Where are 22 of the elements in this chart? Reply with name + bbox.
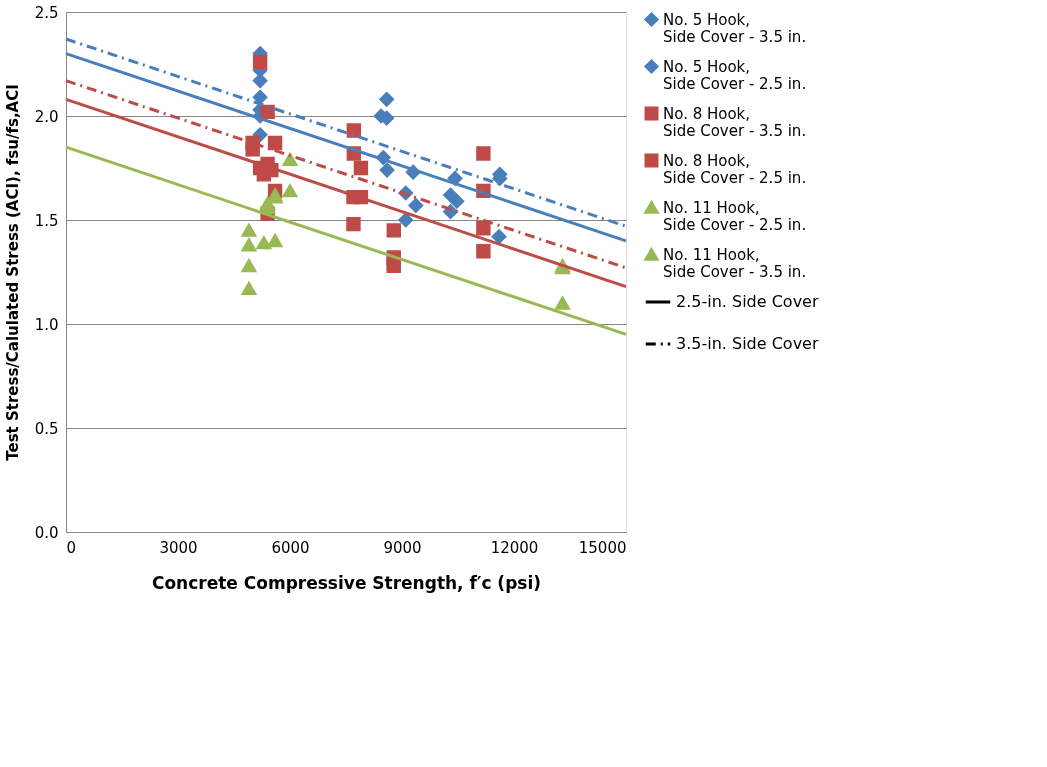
x-axis-title: Concrete Compressive Strength, f′c (psi) [151,572,542,593]
y-tick-label: 2.5 [34,3,59,22]
legend-label: No. 11 Hook, Side Cover - 3.5 in. [663,245,807,281]
y-tick-label: 0.5 [34,419,59,438]
x-tick-label: 3000 [159,538,198,557]
y-tick-label: 0.0 [34,523,59,542]
legend-label: No. 5 Hook, Side Cover - 2.5 in. [663,57,807,93]
x-tick-label: 0 [66,538,77,557]
y-tick-label: 2.0 [34,107,59,126]
legend-label: 3.5-in. Side Cover [676,334,819,353]
x-tick-label: 6000 [271,538,310,557]
legend-label: 2.5-in. Side Cover [676,292,819,311]
legend-label: No. 8 Hook, Side Cover - 2.5 in. [663,151,807,187]
y-tick-label: 1.5 [34,211,59,230]
x-tick-label: 15000 [578,538,627,557]
x-tick-label: 9000 [383,538,422,557]
legend-label: No. 11 Hook, Side Cover - 2.5 in. [663,198,807,234]
x-tick-label: 12000 [490,538,539,557]
y-tick-label: 1.0 [34,315,59,334]
legend-label: No. 8 Hook, Side Cover - 3.5 in. [663,104,807,140]
legend-label: No. 5 Hook, Side Cover - 3.5 in. [663,10,807,46]
y-axis-title: Test Stress/Calulated Stress (ACI), fsu/fs,ACI [3,84,22,461]
